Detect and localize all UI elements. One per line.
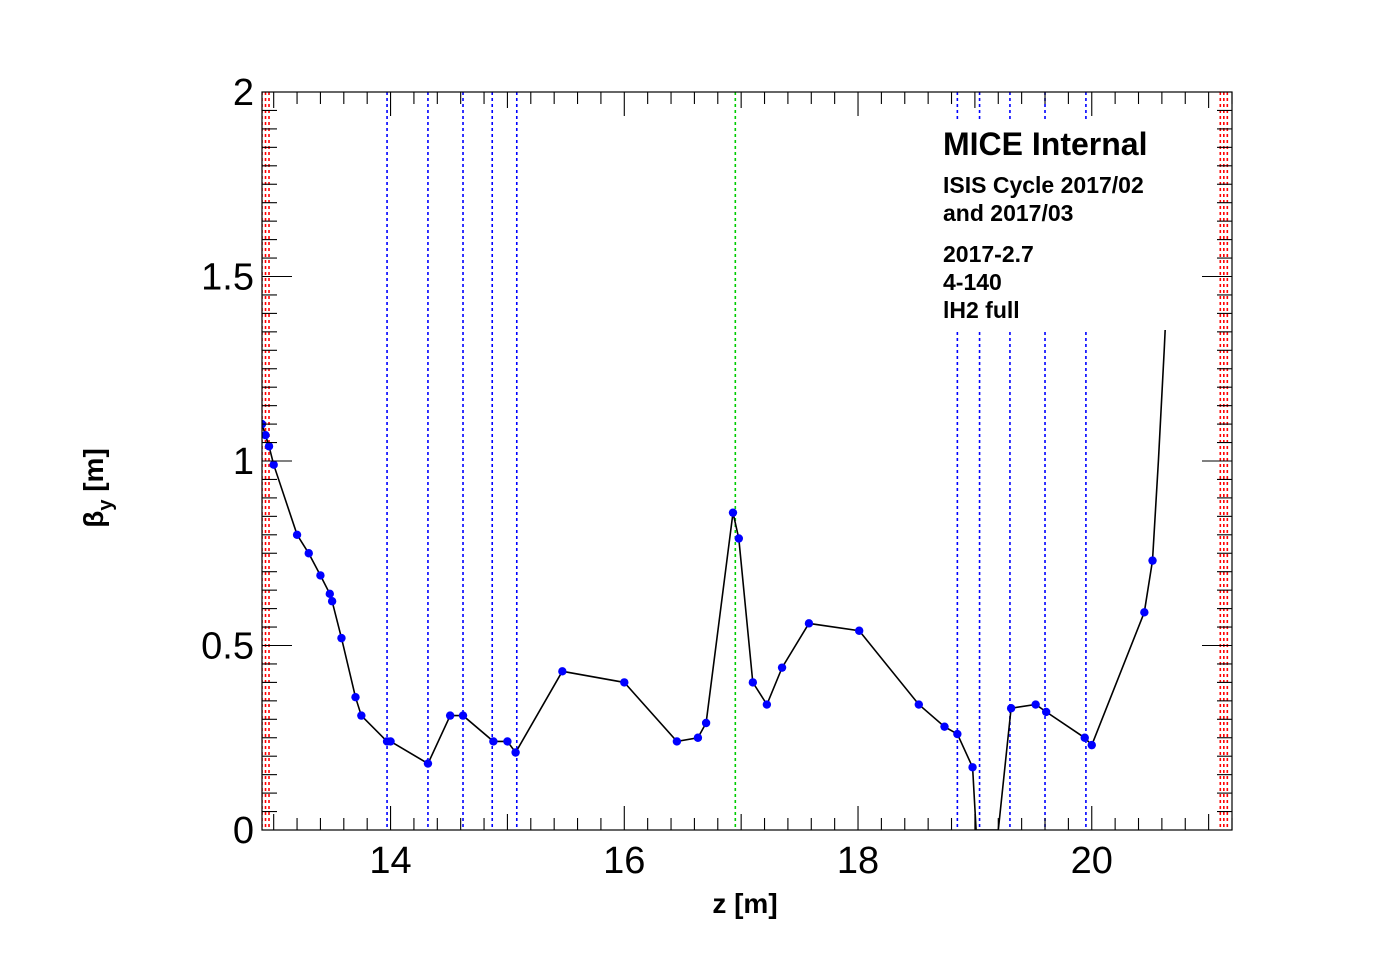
annotation-title: MICE Internal [943,126,1147,162]
y-tick-label: 1 [233,441,254,483]
data-point-5 [304,549,313,558]
data-point-17 [489,737,498,746]
data-point-31 [854,626,864,635]
data-point-21 [620,678,629,687]
annotation-line-2: and 2017/03 [943,200,1073,226]
y-axis-title-subscript: y [95,499,117,511]
data-point-11 [357,711,366,720]
data-point-27 [748,678,758,687]
y-tick-label: 0 [233,810,254,852]
annotation-box: MICE Internal ISIS Cycle 2017/02 and 201… [936,120,1186,330]
data-point-4 [292,530,302,539]
data-point-15 [445,711,455,720]
y-axis-title-unit: [m] [78,448,109,499]
data-point-20 [558,667,567,676]
data-point-36 [1006,704,1016,713]
data-point-34 [953,729,962,739]
data-point-7 [325,589,334,599]
data-point-1 [262,430,270,440]
data-point-8 [327,597,337,606]
y-tick-label: 2 [233,72,254,114]
data-point-6 [316,571,325,580]
annotation-line-4: 4-140 [943,269,1002,295]
annotation-line-3: 2017-2.7 [943,241,1034,267]
x-tick-label: 18 [837,840,879,882]
data-point-24 [701,718,711,728]
y-axis-title-symbol: β [78,511,109,528]
data-point-3 [269,460,278,469]
data-point-37 [1031,700,1040,709]
annotation-background [936,120,1186,330]
data-point-16 [458,711,468,720]
data-point-2 [264,442,274,451]
data-point-18 [503,737,512,746]
x-tick-labels: 14 16 18 20 [369,840,1112,882]
data-point-38 [1041,707,1051,717]
axis-ticks-layer [262,91,1233,831]
data-point-14 [423,759,433,768]
data-point-42 [1148,556,1157,565]
data-point-33 [940,722,949,731]
x-tick-label: 16 [603,840,645,882]
data-point-29 [777,663,787,672]
data-point-26 [734,534,744,543]
annotation-line-1: ISIS Cycle 2017/02 [943,172,1144,198]
series-layer [262,276,1169,830]
data-point-23 [693,733,703,742]
y-axis-title: βy [m] [78,448,117,528]
annotation-line-5: lH2 full [943,297,1020,323]
data-point-25 [728,508,738,517]
data-point-9 [337,633,346,643]
data-point-32 [914,700,923,709]
y-tick-label: 0.5 [201,626,254,668]
data-point-28 [762,700,772,709]
data-point-39 [1080,733,1089,742]
x-axis-title: z [m] [712,888,777,919]
data-point-35 [968,763,977,772]
data-point-41 [1140,608,1149,617]
x-tick-label: 14 [369,840,411,882]
data-point-19 [511,748,520,757]
data-point-30 [804,619,814,628]
data-point-40 [1087,740,1096,750]
y-tick-label: 1.5 [201,257,254,299]
data-point-22 [672,737,682,746]
y-tick-labels: 0 0.5 1 1.5 2 [201,72,254,852]
x-tick-label: 20 [1071,840,1113,882]
data-point-13 [386,737,395,746]
data-point-10 [351,692,360,702]
